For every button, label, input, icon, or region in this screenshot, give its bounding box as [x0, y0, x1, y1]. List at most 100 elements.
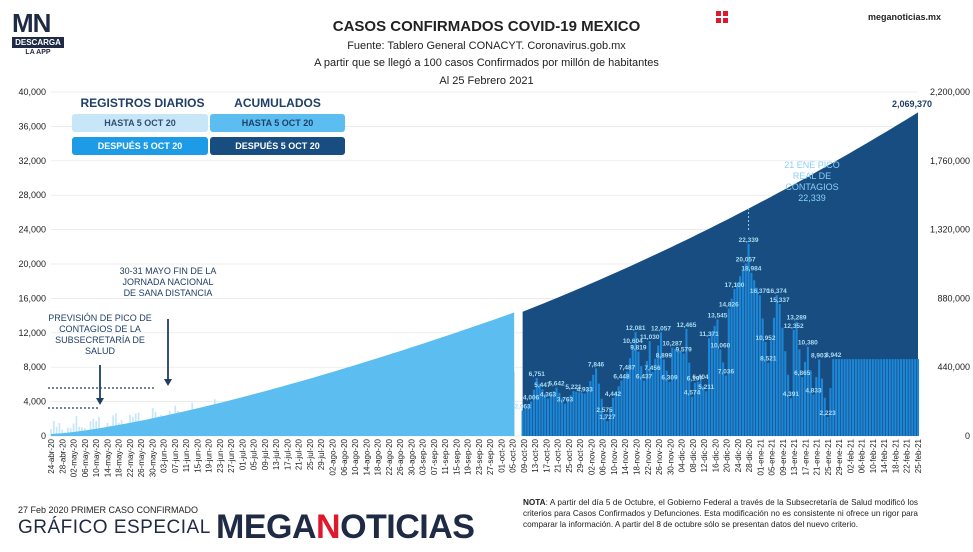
- data-label: 5,447: [534, 382, 551, 389]
- daily-bar-after: [871, 359, 874, 436]
- site-link[interactable]: meganoticias.mx: [867, 12, 941, 22]
- data-label: 6,448: [613, 374, 630, 381]
- daily-bar-after: [586, 387, 589, 436]
- logo-mark: MN: [12, 10, 64, 36]
- x-tick-label: 06-ago-20: [340, 438, 349, 475]
- grid-icon[interactable]: [716, 11, 728, 23]
- daily-bar-after: [688, 362, 691, 436]
- data-label: 10,060: [710, 342, 730, 349]
- daily-bar-after: [727, 308, 730, 436]
- data-label: 22,339: [739, 237, 759, 244]
- x-tick-label: 01-ene-21: [756, 438, 765, 475]
- left-tick-label: 12,000: [18, 328, 46, 338]
- daily-bar-after: [829, 387, 832, 436]
- data-label: 10,287: [662, 341, 682, 348]
- x-tick-label: 18-nov-20: [633, 438, 642, 475]
- x-tick-label: 07-sep-20: [430, 438, 439, 475]
- x-tick-label: 12-dic-20: [700, 438, 709, 472]
- daily-bar-after: [645, 360, 648, 436]
- brand-part-1: MEGA: [216, 508, 317, 546]
- daily-bar-after: [535, 377, 538, 436]
- final-cumulative-label: 2,069,370: [892, 99, 933, 109]
- daily-bar-after: [914, 359, 917, 436]
- app-logo[interactable]: MN DESCARGA LA APP: [12, 10, 64, 56]
- x-tick-label: 09-jul-20: [261, 438, 270, 470]
- data-label: 20,057: [736, 257, 756, 264]
- x-tick-label: 30-ago-20: [407, 438, 416, 475]
- daily-bar-after: [659, 332, 663, 436]
- data-label: 4,933: [577, 387, 594, 394]
- x-tick-label: 10-ago-20: [351, 438, 360, 475]
- data-label: 7,456: [644, 365, 661, 372]
- arrow-head: [96, 398, 104, 405]
- right-tick-label: 0: [965, 431, 970, 441]
- daily-bar-after: [801, 376, 804, 436]
- x-axis-ticks: 24-abr-20 28-abr-20 02-may-20 06-may-20 10-m…: [47, 438, 923, 477]
- data-label: 2,223: [819, 410, 836, 417]
- data-label: 7,846: [588, 362, 605, 369]
- daily-bar-after: [592, 374, 595, 436]
- x-tick-label: 09-ene-21: [779, 438, 788, 475]
- left-tick-label: 32,000: [18, 156, 46, 166]
- data-label: 13,545: [708, 313, 728, 320]
- daily-bar-after: [863, 359, 866, 436]
- data-label: 7,487: [619, 365, 636, 372]
- daily-bar-after: [671, 347, 674, 436]
- daily-bar-after: [617, 386, 620, 436]
- x-tick-label: 27-sep-20: [486, 438, 495, 475]
- x-tick-label: 24-abr-20: [47, 438, 56, 473]
- daily-bar-after: [750, 272, 753, 436]
- data-label: 9,819: [630, 345, 647, 352]
- daily-bar-after: [569, 395, 572, 436]
- note-text: : A partir del día 5 de Octubre, el Gobi…: [523, 498, 918, 529]
- daily-bar-after: [775, 295, 778, 436]
- daily-bar-after: [674, 349, 677, 436]
- data-label: 1,727: [599, 414, 616, 421]
- data-label: 12,352: [784, 323, 804, 330]
- daily-bar: [115, 413, 117, 436]
- daily-bar-after: [643, 380, 646, 436]
- daily-bar-after: [626, 371, 629, 436]
- data-label: 2,575: [596, 407, 613, 414]
- legend-cum-after: DESPUÉS 5 OCT 20: [210, 137, 345, 155]
- x-tick-label: 08-dic-20: [689, 438, 698, 472]
- daily-bar-after: [611, 397, 615, 436]
- daily-bar-after: [778, 304, 781, 436]
- data-label: 9,579: [675, 347, 692, 354]
- x-tick-label: 17-ene-21: [801, 438, 810, 475]
- x-tick-label: 01-oct-20: [497, 438, 506, 472]
- daily-bar-after: [651, 371, 654, 436]
- daily-bar-after: [676, 350, 680, 436]
- daily-bar-after: [803, 361, 807, 436]
- annotation-real-peak: 21 ENE PICO REAL DE CONTAGIOS 22,339: [784, 160, 840, 203]
- data-label: 5,642: [548, 380, 565, 387]
- daily-bar-after: [699, 380, 702, 436]
- x-tick-label: 10-feb-21: [869, 438, 878, 473]
- daily-bar-after: [758, 295, 761, 436]
- daily-bar-after: [685, 328, 688, 436]
- daily-bar: [75, 416, 78, 436]
- daily-bar-after: [623, 376, 626, 436]
- daily-bar-after: [707, 338, 711, 436]
- x-tick-label: 25-oct-20: [565, 438, 574, 472]
- daily-bar-after: [555, 387, 558, 436]
- brand-part-2: N: [316, 508, 341, 546]
- daily-bar-after: [815, 376, 818, 436]
- chart-criteria: A partir que se llegó a 100 casos Confir…: [314, 57, 659, 69]
- x-tick-label: 20-dic-20: [723, 438, 732, 472]
- daily-bar: [58, 423, 61, 436]
- daily-bar: [89, 421, 92, 436]
- daily-bar-after: [905, 359, 908, 436]
- daily-bar-after: [648, 341, 651, 436]
- daily-bar: [52, 420, 55, 436]
- brand-logo: MEGANOTICIAS: [216, 508, 475, 547]
- daily-bar-after: [755, 287, 759, 436]
- daily-bar-after: [784, 351, 787, 436]
- daily-bar: [72, 423, 75, 436]
- daily-bar: [61, 429, 64, 436]
- x-tick-label: 24-dic-20: [734, 438, 743, 472]
- x-tick-label: 14-may-20: [103, 438, 112, 477]
- x-tick-label: 15-jun-20: [193, 438, 202, 472]
- daily-bar: [69, 428, 72, 436]
- logo-band: DESCARGA: [12, 37, 64, 48]
